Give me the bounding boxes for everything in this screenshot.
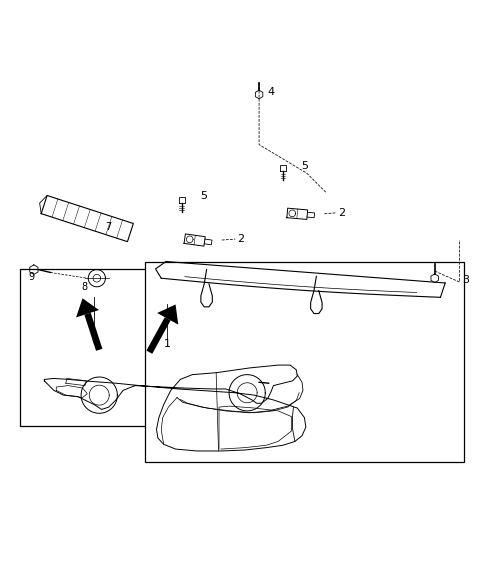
Text: 3: 3: [462, 275, 469, 285]
Polygon shape: [146, 317, 170, 354]
Text: 9: 9: [28, 272, 35, 282]
Text: 5: 5: [301, 161, 308, 171]
Text: 1: 1: [164, 338, 171, 349]
Text: 4: 4: [268, 87, 275, 97]
Text: 5: 5: [200, 191, 207, 201]
Bar: [21, 269, 176, 426]
Text: 7: 7: [106, 222, 112, 231]
Polygon shape: [157, 305, 178, 324]
Text: 6: 6: [91, 336, 98, 346]
Bar: [144, 261, 464, 462]
Polygon shape: [84, 312, 102, 351]
Text: 8: 8: [82, 282, 88, 292]
Text: 2: 2: [238, 234, 245, 244]
Polygon shape: [76, 298, 99, 318]
Text: 2: 2: [338, 208, 345, 218]
